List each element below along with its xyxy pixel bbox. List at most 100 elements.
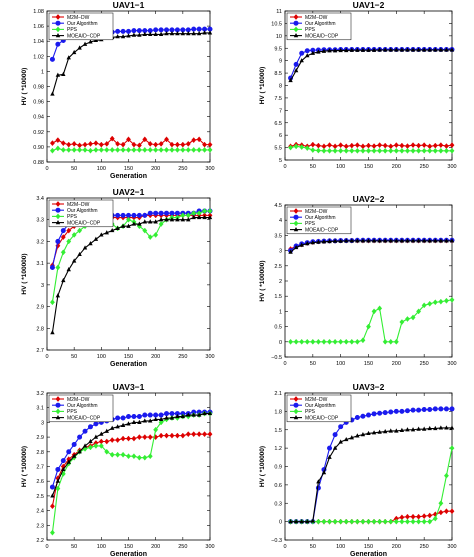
data-point: [449, 147, 455, 154]
data-point: [120, 34, 126, 39]
x-tick-label: 50: [71, 544, 77, 550]
data-point: [180, 432, 186, 439]
data-point: [427, 47, 432, 52]
data-point: [148, 31, 153, 37]
x-tick-label: 50: [71, 354, 77, 360]
data-point: [327, 338, 332, 345]
data-point: [360, 147, 366, 154]
data-point: [355, 238, 360, 243]
data-point: [131, 212, 137, 218]
data-point: [66, 459, 71, 464]
y-tick-label: 0.90: [33, 145, 44, 151]
data-point: [55, 485, 61, 492]
data-point: [164, 217, 169, 222]
data-point: [169, 432, 175, 439]
data-point: [66, 267, 71, 272]
legend-marker: [55, 213, 61, 220]
data-point: [71, 232, 77, 238]
data-point: [185, 147, 191, 153]
x-tick-label: 150: [124, 354, 133, 360]
data-point: [388, 409, 394, 415]
y-tick-label: 9: [279, 59, 282, 65]
x-tick-label: 200: [151, 166, 160, 172]
data-point: [82, 245, 88, 250]
data-point: [394, 47, 399, 52]
data-point: [332, 238, 338, 243]
data-point: [142, 31, 147, 37]
data-point: [120, 435, 126, 442]
data-point: [354, 338, 360, 345]
legend-marker: [293, 220, 299, 227]
x-tick-label: 0: [45, 544, 48, 550]
data-point: [288, 144, 294, 151]
data-point: [158, 432, 164, 439]
x-tick-label: 150: [124, 544, 133, 550]
data-point: [148, 418, 153, 423]
data-point: [77, 147, 83, 153]
legend-label: MOEA/D−CDP: [67, 220, 101, 226]
data-point: [360, 518, 366, 525]
legend-label: M2M−DW: [305, 397, 328, 403]
data-point: [394, 428, 399, 433]
y-tick-label: 11: [276, 9, 282, 15]
data-point: [169, 217, 175, 222]
x-tick-label: 250: [420, 164, 429, 170]
chart-panel-6: UAV3−20 50 100 150 200 250 300−0.300.30.60.91.…: [259, 382, 457, 557]
data-point: [202, 30, 207, 35]
data-point: [443, 406, 449, 412]
legend-marker: [293, 214, 299, 220]
data-point: [115, 225, 120, 230]
data-point: [77, 227, 83, 234]
data-point: [55, 466, 61, 472]
data-point: [120, 147, 126, 153]
data-point: [399, 319, 405, 325]
data-point: [332, 48, 338, 53]
data-point: [421, 513, 427, 520]
data-point: [344, 238, 349, 243]
legend-marker: [55, 415, 61, 420]
data-point: [405, 47, 410, 52]
data-point: [60, 249, 66, 256]
data-point: [60, 458, 66, 464]
data-point: [120, 415, 126, 421]
data-point: [443, 472, 449, 479]
data-point: [66, 55, 71, 60]
data-point: [207, 214, 213, 220]
data-point: [327, 142, 332, 149]
legend-marker: [293, 227, 299, 232]
y-axis-label: HV ( *100000): [259, 446, 266, 487]
legend-marker: [293, 396, 299, 402]
data-point: [55, 137, 61, 144]
chart-title: UAV2−1: [113, 187, 145, 197]
x-tick-label: 300: [447, 544, 456, 550]
data-point: [310, 50, 316, 55]
data-point: [99, 431, 104, 436]
data-point: [207, 147, 213, 153]
legend-marker: [55, 408, 61, 415]
data-point: [148, 219, 153, 224]
data-point: [49, 56, 55, 62]
legend-label: Our Algorithm: [305, 21, 336, 27]
data-point: [438, 509, 444, 516]
data-point: [93, 140, 99, 147]
data-point: [427, 147, 433, 154]
series-3: [288, 296, 455, 345]
y-tick-label: 0.96: [33, 100, 44, 106]
data-point: [169, 415, 175, 420]
legend-marker: [55, 396, 61, 402]
data-point: [438, 298, 444, 305]
data-point: [110, 227, 115, 233]
data-point: [136, 212, 142, 218]
data-point: [393, 338, 399, 345]
data-point: [410, 238, 416, 243]
data-point: [449, 238, 455, 243]
data-point: [120, 212, 126, 218]
data-point: [410, 47, 416, 52]
series-1: [49, 135, 213, 149]
data-point: [399, 427, 405, 432]
legend-marker: [293, 415, 299, 420]
data-point: [120, 28, 126, 34]
data-point: [93, 236, 99, 241]
y-tick-label: 1.5: [274, 428, 282, 434]
data-point: [109, 451, 115, 458]
